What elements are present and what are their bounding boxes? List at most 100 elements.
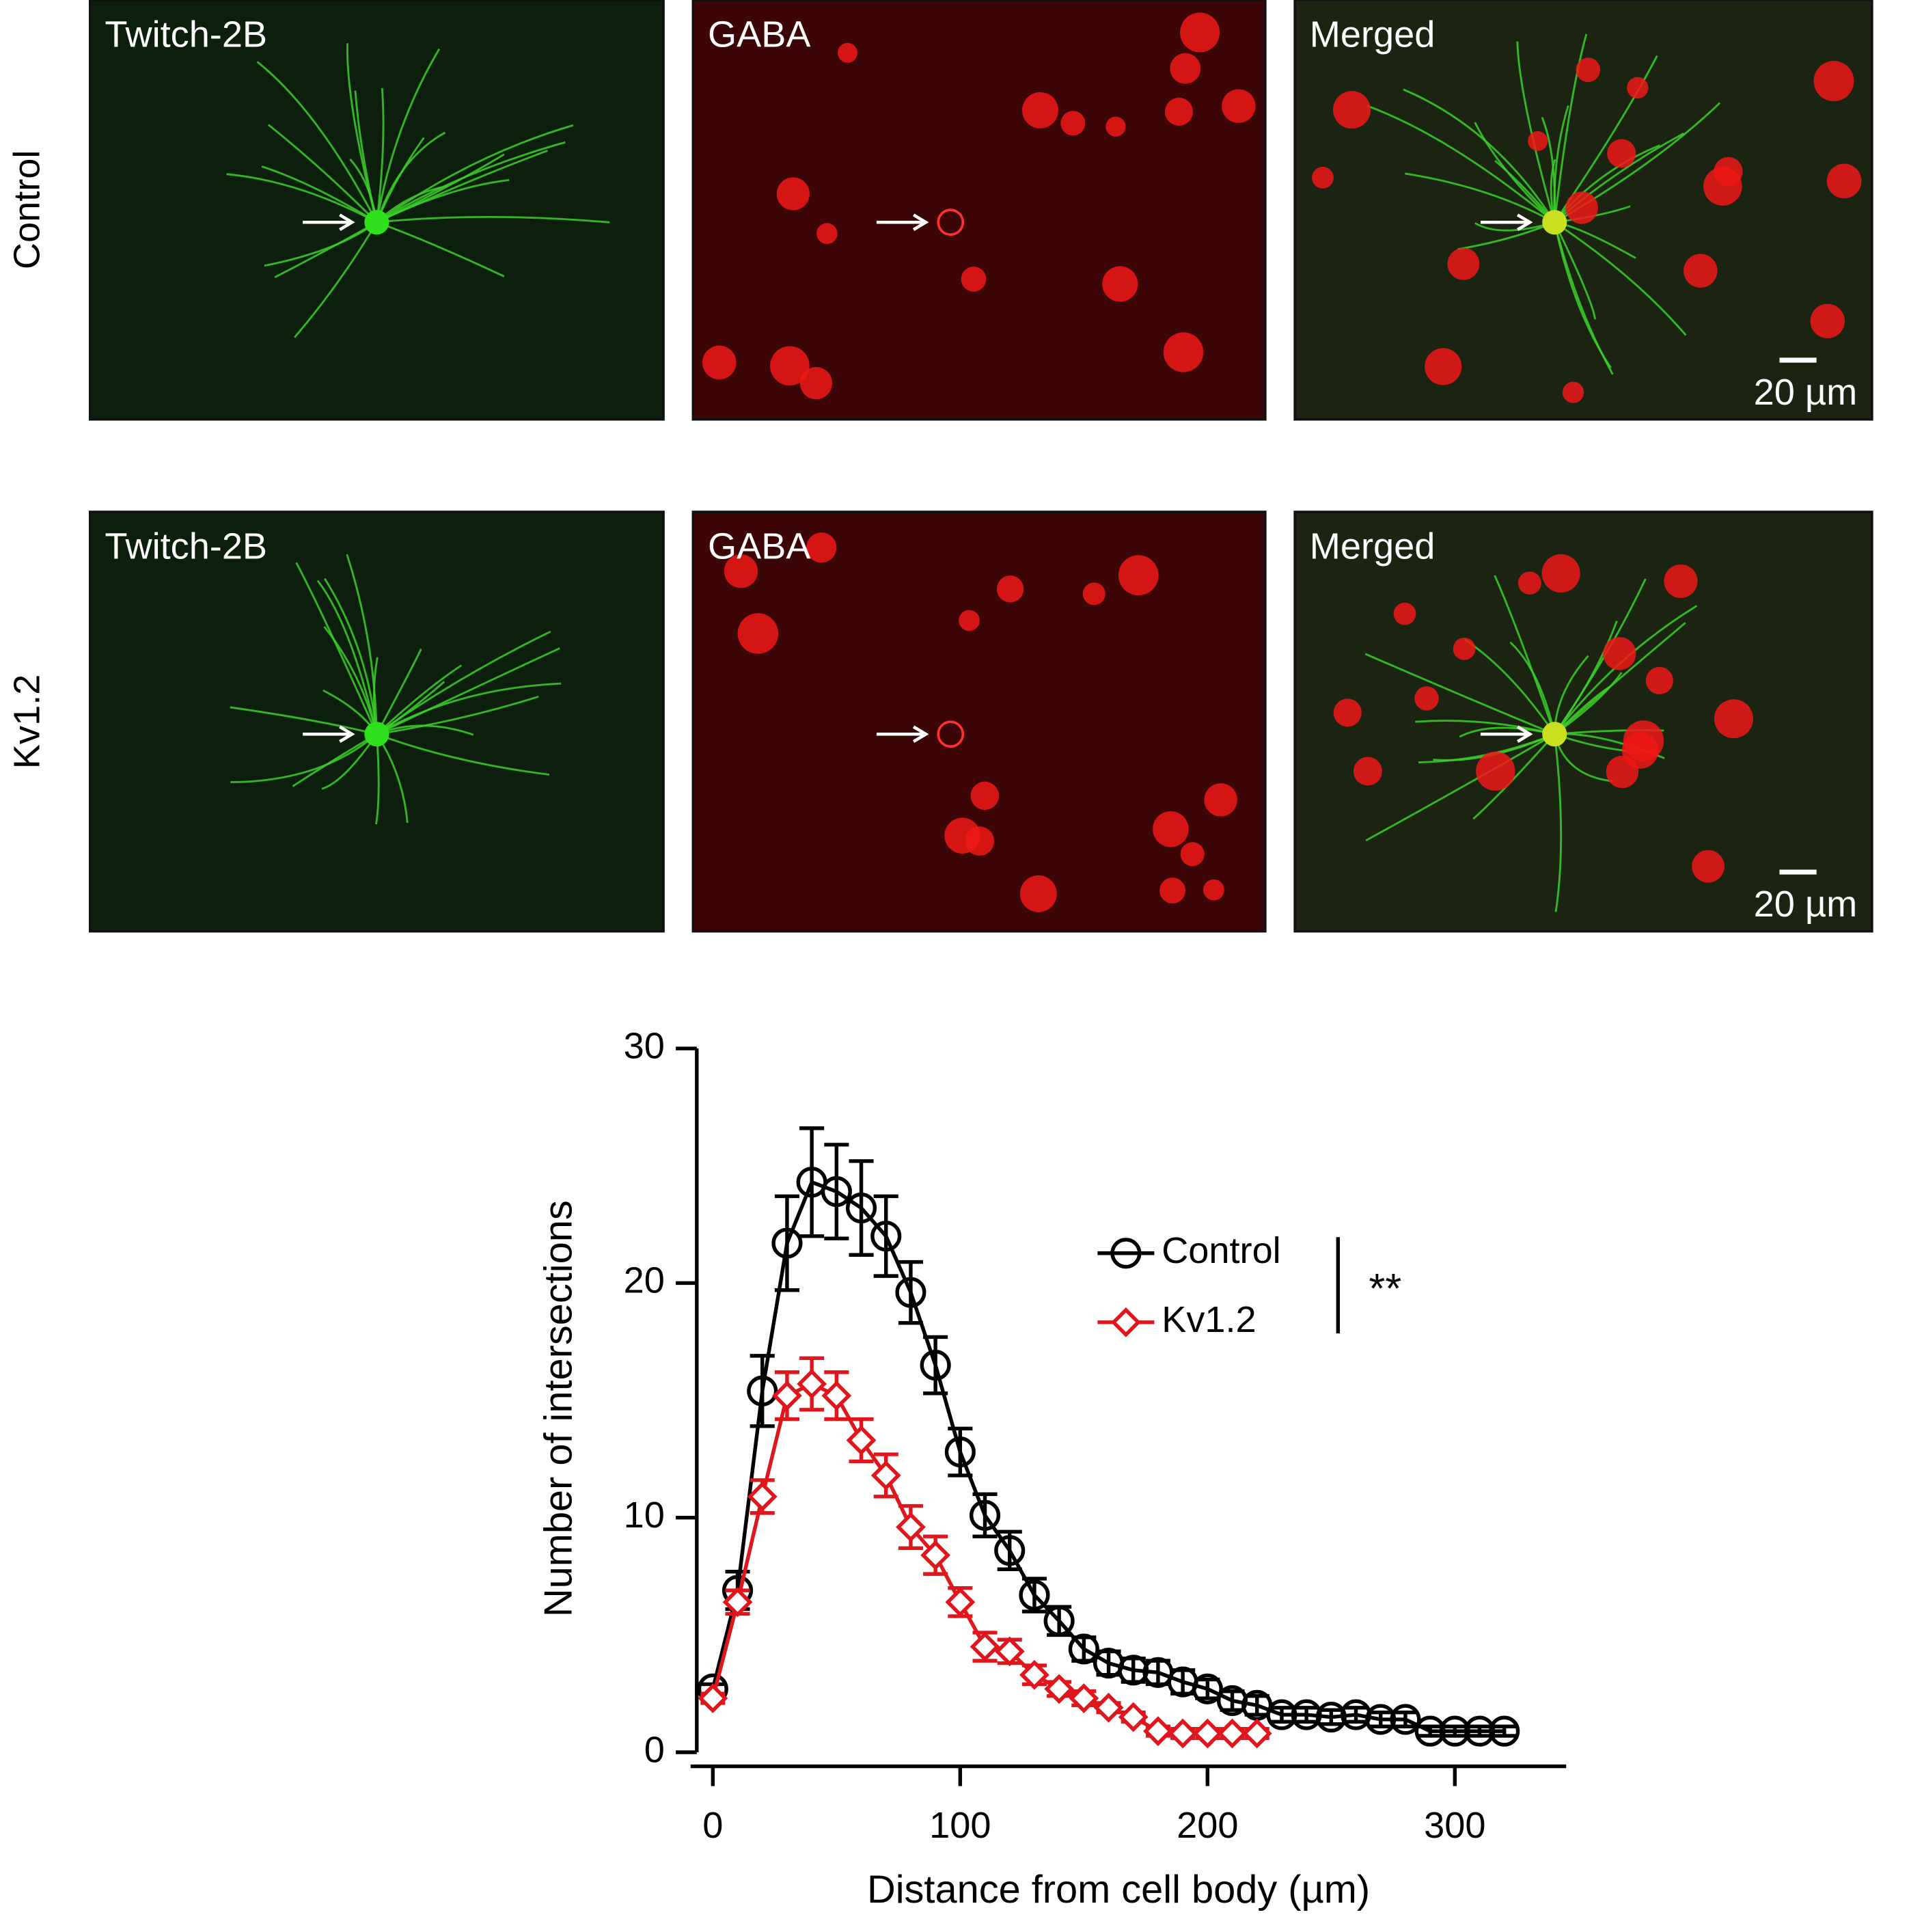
marker — [1168, 1718, 1198, 1749]
marker — [1390, 1704, 1421, 1735]
gaba-cell — [806, 532, 837, 563]
gaba-cell — [1528, 131, 1548, 151]
x-tick-label: 200 — [1177, 1805, 1238, 1846]
dendrite — [316, 580, 378, 735]
dendrite — [376, 733, 550, 776]
scale-bar-label: 20 µm — [1754, 372, 1858, 413]
gaba-cell — [1813, 61, 1854, 102]
marker — [1069, 1683, 1099, 1713]
gaba-cell — [1607, 139, 1636, 168]
gaba-cell — [1393, 602, 1416, 625]
gaba-cell — [1060, 111, 1086, 136]
gaba-cell — [1562, 381, 1584, 403]
marker — [1093, 1692, 1124, 1723]
marker — [920, 1540, 951, 1570]
dendrite — [274, 221, 378, 278]
gaba-cell — [1102, 266, 1138, 302]
panel-label: Merged — [1310, 14, 1436, 55]
gaba-cell — [1203, 879, 1224, 901]
marker — [1192, 1718, 1223, 1749]
gaba-cell — [1703, 167, 1742, 206]
dendrite — [376, 695, 539, 735]
error-bar — [1343, 1706, 1369, 1724]
marker — [1068, 1633, 1099, 1665]
dendrite — [294, 221, 378, 338]
dendrite — [375, 87, 385, 223]
gaba-cell — [1204, 783, 1237, 817]
marker — [1192, 1673, 1223, 1704]
dendrite — [1553, 734, 1563, 912]
panel-background — [1293, 511, 1873, 933]
gaba-cell — [776, 177, 810, 210]
marker — [896, 1512, 926, 1542]
series — [698, 1356, 1272, 1749]
soma — [937, 208, 965, 236]
marker — [797, 1369, 827, 1399]
dendrite — [376, 647, 560, 735]
error-bar — [873, 1194, 898, 1278]
image-panel: Twitch-2B — [88, 0, 665, 421]
dendrite — [1554, 621, 1618, 735]
gaba-cell — [1565, 191, 1598, 224]
gaba-cell — [1826, 163, 1862, 199]
gaba-cell — [1159, 877, 1186, 904]
arrow — [876, 725, 929, 744]
error-bar — [1195, 1677, 1220, 1700]
gaba-cell — [1541, 554, 1580, 593]
dendrite — [1516, 41, 1556, 223]
marker — [994, 1535, 1026, 1566]
soma — [937, 720, 965, 748]
error-bar — [799, 1126, 825, 1238]
gaba-cell — [1517, 571, 1541, 595]
gaba-cell — [1222, 89, 1256, 123]
significance-label: ** — [1369, 1265, 1401, 1312]
gaba-cell — [1118, 555, 1159, 596]
soma — [364, 722, 389, 747]
y-axis-title: Number of intersections — [536, 1200, 580, 1617]
gaba-cell — [1425, 348, 1462, 385]
legend-marker — [1111, 1307, 1141, 1337]
gaba-cell — [1353, 757, 1382, 786]
row-label: Control — [7, 150, 48, 269]
x-tick-label: 100 — [929, 1805, 991, 1846]
dendrite — [256, 61, 378, 223]
gaba-cell — [1312, 167, 1334, 189]
marker — [722, 1587, 753, 1618]
image-panel: Twitch-2B — [88, 511, 665, 933]
dendrite — [376, 131, 446, 223]
dendrite — [376, 124, 574, 223]
marker — [747, 1375, 778, 1406]
dendrite — [346, 43, 378, 223]
marker — [821, 1175, 852, 1208]
error-bar — [849, 1159, 874, 1257]
gaba-cell — [1476, 751, 1515, 791]
legend-label: Control — [1162, 1230, 1280, 1271]
marker — [994, 1636, 1025, 1667]
marker — [1019, 1659, 1049, 1690]
y-tick-label: 10 — [624, 1495, 665, 1536]
panel-label: Twitch-2B — [105, 14, 267, 55]
marker — [846, 1425, 877, 1456]
gaba-cell — [1163, 332, 1204, 372]
dendrite — [376, 216, 610, 223]
marker — [1315, 1701, 1347, 1733]
dendrite — [230, 706, 377, 735]
error-bar — [1492, 1724, 1517, 1738]
gaba-cell — [1082, 582, 1105, 606]
gaba-cell — [1022, 92, 1058, 128]
marker — [747, 1481, 778, 1512]
gaba-cell — [1627, 77, 1649, 99]
dendrite — [230, 733, 378, 783]
marker — [1043, 1605, 1075, 1637]
marker — [1365, 1704, 1397, 1735]
y-tick-label: 0 — [644, 1729, 665, 1770]
gaba-cell — [1414, 686, 1439, 711]
gaba-cell — [1105, 116, 1126, 137]
gaba-cell — [1453, 637, 1476, 660]
error-bar — [1392, 1710, 1418, 1728]
gaba-cell — [1332, 91, 1371, 129]
x-tick-label: 300 — [1424, 1805, 1485, 1846]
gaba-cell — [1621, 732, 1659, 769]
scale-bar-label: 20 µm — [1754, 884, 1858, 925]
